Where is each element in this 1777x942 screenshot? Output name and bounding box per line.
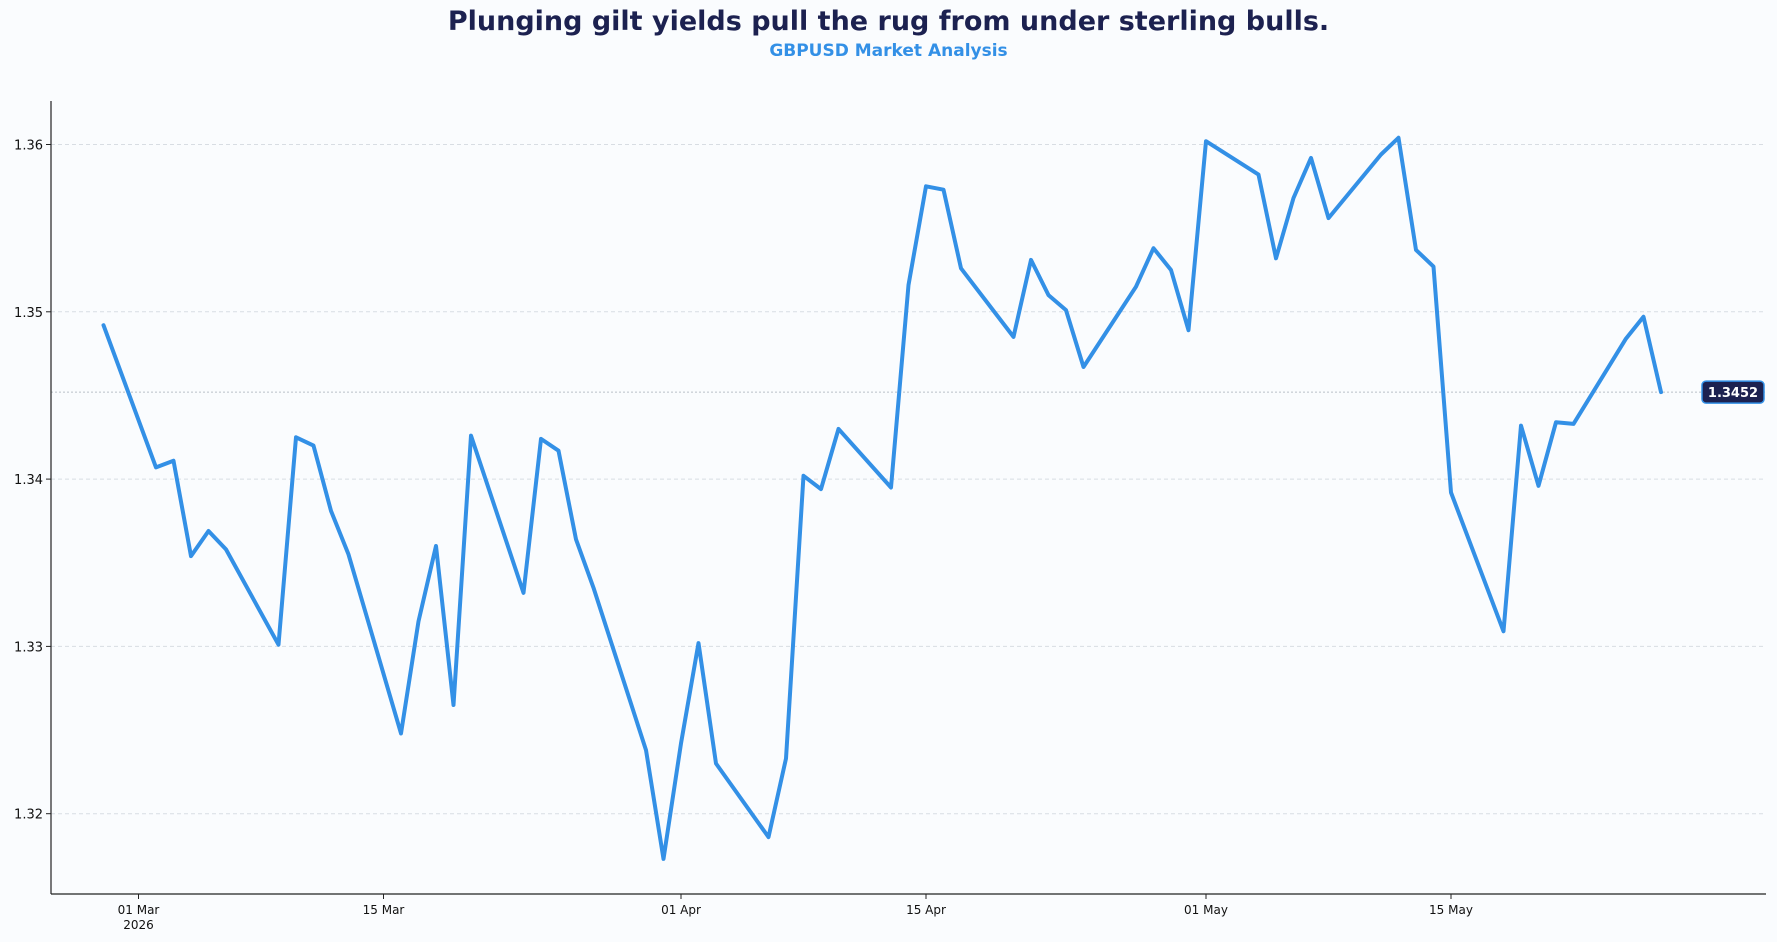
y-tick-label: 1.35: [14, 306, 43, 321]
x-tick-label: 15 May: [1429, 903, 1473, 917]
x-tick-label: 01 Apr: [661, 903, 701, 917]
y-tick-label: 1.32: [14, 808, 43, 823]
grid-lines: [51, 143, 1766, 815]
x-tick-label: 01 May: [1184, 903, 1228, 917]
axes: [50, 101, 1766, 895]
chart-title: Plunging gilt yields pull the rug from u…: [447, 6, 1330, 37]
y-tick-label: 1.34: [14, 473, 43, 488]
x-tick-label: 01 Mar: [118, 903, 160, 917]
last-value-badge-box: [1701, 380, 1765, 404]
x-tick-label: 15 Apr: [906, 903, 946, 917]
y-tick-label: 1.33: [14, 640, 43, 655]
y-tick-label: 1.36: [14, 138, 43, 153]
series-layer: [101, 135, 1663, 861]
x-tick-sublabel: 2026: [123, 918, 154, 932]
x-tick-label: 15 Mar: [363, 903, 405, 917]
last-value-badge: 1.3452: [1701, 380, 1765, 404]
series-line-0: [101, 135, 1663, 861]
chart-subtitle: GBPUSD Market Analysis: [769, 41, 1008, 61]
y-axis-ticks: 1.32 1.33 1.34 1.35 1.36: [14, 138, 51, 823]
last-value-label: 1.3452: [1708, 386, 1758, 401]
